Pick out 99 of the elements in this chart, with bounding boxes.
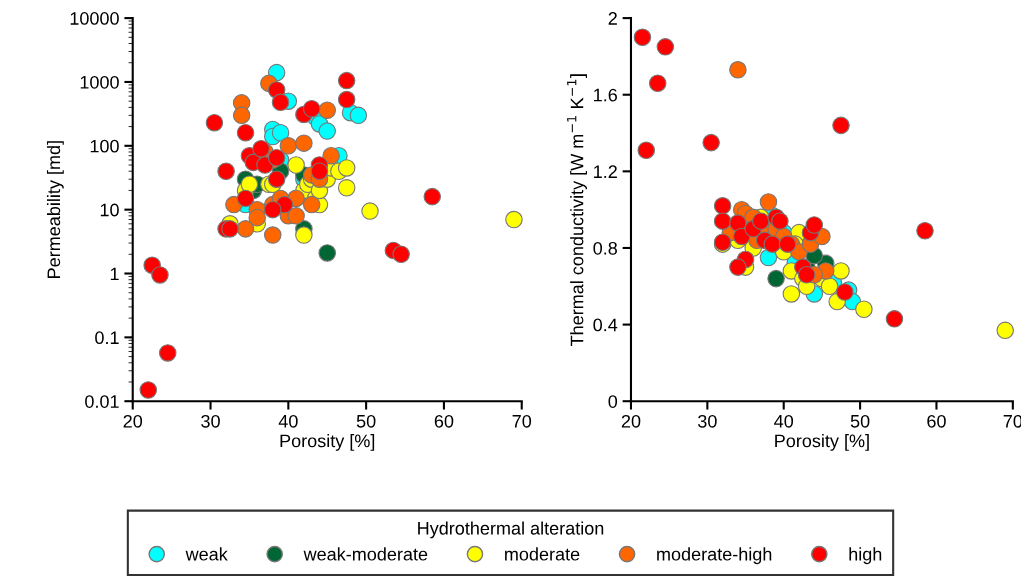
point [221, 220, 239, 238]
legend-label: moderate [505, 547, 580, 561]
point [318, 101, 337, 120]
y-tick-label: 0.4 [593, 318, 618, 332]
point [836, 283, 854, 301]
point [302, 195, 321, 214]
y-tick-label: 0.1 [95, 331, 119, 345]
point [267, 170, 286, 188]
point [263, 226, 282, 244]
x-axis-title: Porosity [%] [775, 434, 869, 451]
point [151, 266, 169, 284]
point [248, 208, 266, 227]
point [318, 122, 337, 140]
point [349, 106, 368, 125]
y-tick-label: 1.6 [594, 88, 617, 102]
point [637, 141, 656, 160]
x-tick-label: 30 [698, 414, 717, 428]
point [361, 202, 379, 220]
point [767, 269, 785, 288]
point [318, 244, 337, 262]
legend-label: weak [185, 547, 228, 561]
x-tick-label: 70 [512, 414, 532, 428]
point [205, 113, 224, 132]
point [771, 212, 789, 230]
x-tick-label: 40 [278, 414, 298, 428]
point [252, 139, 270, 158]
x-tick-label: 30 [201, 414, 220, 428]
point [729, 258, 747, 276]
point [232, 106, 251, 125]
point [310, 162, 329, 180]
point [263, 200, 282, 219]
point [885, 310, 904, 328]
y-tick-label: 10 [100, 203, 119, 217]
y-tick-label: 1 [110, 267, 119, 281]
x-tick-label: 50 [356, 414, 376, 428]
x-axis-title: Porosity [%] [280, 434, 375, 451]
y-tick-label: 0.01 [85, 395, 119, 408]
point [287, 156, 305, 174]
point [763, 235, 782, 253]
y-tick-label: 100 [90, 139, 119, 153]
point [820, 277, 839, 296]
point [337, 71, 356, 90]
point [702, 133, 720, 152]
x-tick-label: 20 [123, 414, 143, 428]
y-tick-label: 1.2 [594, 165, 617, 178]
point [505, 210, 523, 229]
point [240, 175, 259, 194]
point [322, 146, 340, 165]
x-tick-label: 50 [850, 414, 870, 428]
point [713, 197, 732, 215]
point [236, 124, 255, 142]
x-tick-label: 20 [621, 414, 641, 428]
point [797, 266, 816, 284]
point [337, 159, 356, 177]
point [337, 179, 356, 197]
y-tick-label: 1000 [80, 75, 119, 89]
point [752, 212, 770, 230]
y-tick-label: 0.8 [593, 241, 617, 255]
point [158, 344, 177, 362]
point [295, 134, 313, 152]
point [648, 74, 667, 93]
point [337, 90, 356, 109]
point [423, 187, 442, 206]
point [832, 262, 850, 280]
point [267, 148, 286, 167]
point [782, 285, 801, 303]
point [392, 245, 410, 264]
x-tick-label: 40 [774, 414, 794, 428]
y-axis-title: Thermal conductivity [W m$^{−1}$ K$^{−1}$] [567, 74, 587, 347]
legend-label: high [849, 547, 882, 565]
point [295, 226, 313, 244]
point [832, 116, 850, 135]
y-axis-title: Permeability [md] [46, 141, 64, 278]
point [302, 100, 321, 118]
point [713, 212, 732, 230]
point [633, 28, 652, 47]
point [996, 321, 1014, 340]
x-tick-label: 60 [434, 414, 454, 428]
y-tick-label: 0 [608, 395, 618, 408]
point [729, 61, 747, 79]
point [656, 38, 675, 56]
point [236, 189, 255, 208]
point [139, 381, 158, 399]
point [287, 207, 305, 225]
point [916, 221, 934, 240]
legend-label: weak-moderate [303, 547, 428, 561]
point [855, 300, 873, 319]
legend-label: moderate-high [657, 547, 772, 565]
point [805, 216, 824, 234]
point [217, 162, 235, 180]
x-tick-label: 60 [927, 414, 946, 428]
y-tick-label: 2 [608, 12, 617, 25]
point [271, 93, 290, 112]
point [279, 137, 298, 155]
legend-title: Hydrothermal alteration [418, 521, 604, 539]
point [759, 193, 778, 211]
point [236, 220, 255, 238]
point [271, 124, 290, 142]
y-tick-label: 10000 [70, 12, 119, 25]
